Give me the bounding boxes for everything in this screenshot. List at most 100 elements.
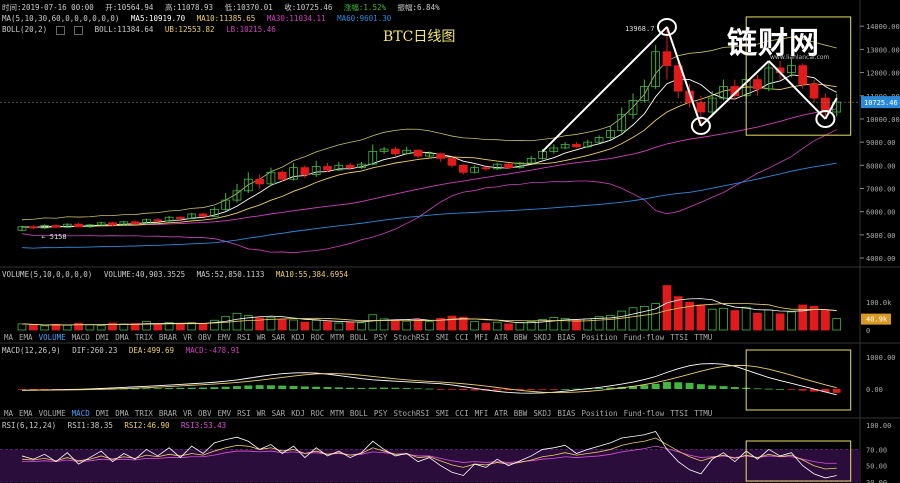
indicator-tab-smi[interactable]: SMI	[435, 409, 450, 418]
indicator-tab-stochrsi[interactable]: StochRSI	[393, 409, 430, 418]
indicator-tab-trix[interactable]: TRIX	[134, 333, 153, 342]
indicator-tab-fund-flow[interactable]: Fund-flow	[623, 409, 665, 418]
ub-readout: UB:12553.82	[164, 25, 215, 34]
indicator-tab-position[interactable]: Position	[581, 333, 618, 342]
volume-bar	[707, 308, 717, 331]
indicator-tab-wr[interactable]: WR	[256, 333, 266, 342]
indicator-tab-obv[interactable]: OBV	[197, 409, 212, 418]
volume-bar	[266, 316, 276, 331]
indicator-tab-skdj[interactable]: SKDJ	[533, 409, 552, 418]
indicator-tab-ema[interactable]: EMA	[19, 409, 33, 418]
boll-label[interactable]: BOLL(20,2)	[2, 25, 48, 34]
indicator-tab-emv[interactable]: EMV	[217, 409, 232, 418]
indicator-tab-boll[interactable]: BOLL	[349, 333, 368, 342]
indicator-tab-position[interactable]: Position	[581, 409, 618, 418]
settings-icon[interactable]	[56, 25, 66, 35]
indicator-tab-mfi[interactable]: MFI	[474, 409, 489, 418]
indicator-tab-sar[interactable]: SAR	[271, 333, 286, 342]
indicator-tab-obv[interactable]: OBV	[197, 333, 212, 342]
indicator-tab-sar[interactable]: SAR	[271, 409, 286, 418]
volume-bar	[108, 322, 117, 331]
macd-histogram-bar	[493, 389, 502, 391]
ma-label[interactable]: MA(5,10,30,60,0,0,0,0,0,0)	[2, 14, 120, 23]
indicator-tab-macd[interactable]: MACD	[71, 333, 90, 342]
price-tick-label: 9000.00	[866, 139, 896, 147]
indicator-tab-stochrsi[interactable]: StochRSI	[393, 333, 430, 342]
rsi1-line	[21, 431, 837, 479]
indicator-tab-trix[interactable]: TRIX	[134, 409, 153, 418]
indicator-tab-bbw[interactable]: BBW	[513, 409, 528, 418]
indicator-tab-mtm[interactable]: MTM	[330, 409, 344, 418]
indicator-tab-mtm[interactable]: MTM	[330, 333, 344, 342]
volume-bar	[40, 325, 49, 331]
low-readout: 低:10370.01	[224, 3, 273, 12]
indicator-tab-dmi[interactable]: DMI	[95, 333, 110, 342]
candle-body	[436, 153, 446, 159]
indicator-tab-rsi[interactable]: RSI	[237, 409, 251, 418]
candle-body	[458, 164, 468, 173]
indicator-tab-skdj[interactable]: SKDJ	[533, 333, 552, 342]
indicator-tab-boll[interactable]: BOLL	[349, 409, 368, 418]
candle-body	[515, 162, 525, 169]
indicator-tab-bbw[interactable]: BBW	[513, 333, 528, 342]
indicator-tab-smi[interactable]: SMI	[435, 333, 450, 342]
trend-arrow	[768, 60, 827, 120]
indicator-tab-cci[interactable]: CCI	[455, 333, 469, 342]
macd-histogram-bar	[312, 386, 321, 389]
indicator-tab-rsi[interactable]: RSI	[237, 333, 251, 342]
indicator-tab-emv[interactable]: EMV	[217, 333, 232, 342]
indicator-tab-ttsi[interactable]: TTSI	[670, 333, 689, 342]
macd-histogram-bar	[165, 388, 174, 389]
indicator-tab-ttmu[interactable]: TTMU	[694, 409, 713, 418]
indicator-tab-cci[interactable]: CCI	[455, 409, 469, 418]
close-icon[interactable]	[74, 25, 84, 35]
indicator-tab-kdj[interactable]: KDJ	[291, 333, 305, 342]
volume-label[interactable]: VOLUME(5,10,0,0,0,0)	[2, 270, 93, 279]
indicator-tab-brar[interactable]: BRAR	[158, 409, 177, 418]
volume-bar	[130, 323, 140, 331]
indicator-tab-wr[interactable]: WR	[256, 409, 266, 418]
indicator-tab-brar[interactable]: BRAR	[158, 333, 177, 342]
indicator-tab-dmi[interactable]: DMI	[95, 409, 110, 418]
volume-bar	[176, 323, 185, 331]
indicator-tab-macd[interactable]: MACD	[71, 409, 90, 418]
volume-bar	[549, 317, 559, 331]
indicator-tab-vr[interactable]: VR	[182, 333, 192, 342]
indicator-tab-volume[interactable]: VOLUME	[38, 409, 66, 418]
candle-body	[17, 226, 27, 231]
indicator-tab-fund-flow[interactable]: Fund-flow	[623, 333, 665, 342]
indicator-tab-ma[interactable]: MA	[4, 333, 14, 342]
volume-bar	[685, 301, 694, 331]
candle-body	[345, 164, 355, 169]
indicator-tab-dma[interactable]: DMA	[115, 333, 129, 342]
indicator-tab-kdj[interactable]: KDJ	[291, 409, 305, 418]
indicator-tab-bias[interactable]: BIAS	[557, 409, 576, 418]
volume-bar	[526, 321, 536, 331]
candle-body	[606, 130, 615, 138]
indicator-tab-bias[interactable]: BIAS	[557, 333, 576, 342]
dif-readout: DIF:260.23	[72, 346, 118, 355]
indicator-tab-volume[interactable]: VOLUME	[38, 333, 66, 342]
indicator-tab-roc[interactable]: ROC	[310, 409, 325, 418]
indicator-tab-ttsi[interactable]: TTSI	[670, 409, 689, 418]
indicator-tab-atr[interactable]: ATR	[494, 409, 508, 418]
indicator-tab-psy[interactable]: PSY	[373, 409, 388, 418]
price-tick-label: 7000.00	[866, 186, 896, 194]
macd-histogram-bar	[278, 385, 287, 389]
indicator-tab-atr[interactable]: ATR	[494, 333, 508, 342]
indicator-tab-mfi[interactable]: MFI	[474, 333, 489, 342]
macd-histogram-bar	[504, 389, 513, 391]
volume-bar	[28, 324, 38, 331]
indicator-tab-psy[interactable]: PSY	[373, 333, 388, 342]
indicator-tab-roc[interactable]: ROC	[310, 333, 325, 342]
indicator-tab-vr[interactable]: VR	[182, 409, 192, 418]
indicator-tab-ema[interactable]: EMA	[19, 333, 33, 342]
volume-bar	[492, 321, 502, 331]
candle-body	[617, 113, 627, 131]
indicator-tab-dma[interactable]: DMA	[115, 409, 129, 418]
rsi-label[interactable]: RSI(6,12,24)	[2, 421, 57, 430]
macd-label[interactable]: MACD(12,26,9)	[2, 346, 61, 355]
indicator-tab-ma[interactable]: MA	[4, 409, 14, 418]
lb-readout: LB:10215.46	[226, 25, 276, 34]
indicator-tab-ttmu[interactable]: TTMU	[694, 333, 713, 342]
